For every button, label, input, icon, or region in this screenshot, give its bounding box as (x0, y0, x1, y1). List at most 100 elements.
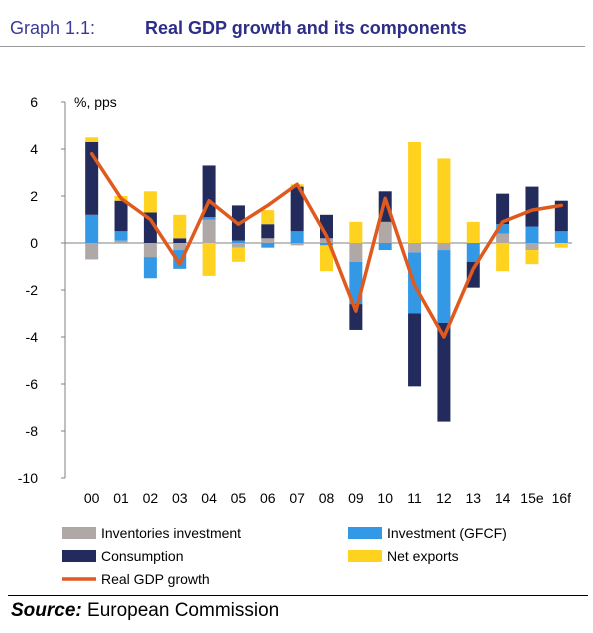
bar-inventories (85, 243, 99, 260)
bar-consumption (525, 186, 539, 227)
bar-inventories (408, 243, 422, 253)
bar-consumption (143, 212, 157, 243)
bar-inventories (496, 233, 510, 243)
y-tick-label: 0 (30, 235, 38, 251)
x-tick-label: 13 (465, 490, 481, 506)
legend-label: Real GDP growth (101, 571, 210, 587)
y-tick-label: 4 (30, 141, 38, 157)
source-divider (8, 595, 588, 596)
bar-investment (496, 224, 510, 234)
bar-inventories (349, 243, 363, 262)
bar-investment (378, 243, 392, 251)
bar-net_exports (173, 214, 187, 239)
bar-consumption (408, 313, 422, 387)
y-tick-label: -6 (26, 376, 39, 392)
bar-net_exports (408, 141, 422, 243)
x-tick-label: 01 (113, 490, 129, 506)
legend-swatch-consumption (62, 550, 96, 562)
bar-consumption (466, 261, 480, 288)
header-divider (0, 46, 585, 47)
x-tick-label: 06 (260, 490, 276, 506)
bar-net_exports (320, 245, 333, 272)
x-tick-label: 05 (231, 490, 247, 506)
bar-inventories (114, 240, 128, 243)
y-tick-label: -10 (18, 470, 38, 486)
bar-investment (143, 257, 157, 279)
label-layer: 6 4 2 0 -2 -4 -6 -8 -10 %, pps 00 01 02 03 04 05 06 07 08 0… (18, 94, 571, 506)
bar-net_exports (143, 191, 157, 213)
y-tick-label: -8 (26, 423, 39, 439)
y-unit-label: %, pps (74, 94, 117, 110)
chart-svg: 6 4 2 0 -2 -4 -6 -8 -10 %, pps 00 01 02 03 04 05 06 07 08 0… (18, 94, 572, 587)
bar-net_exports (202, 243, 216, 276)
y-tick-label: 6 (30, 94, 38, 110)
legend: Inventories investment Investment (GFCF) C… (62, 525, 507, 587)
bar-investment (466, 243, 480, 262)
x-tick-label: 11 (407, 490, 422, 506)
legend-swatch-inventories (62, 527, 96, 539)
bar-inventories (378, 221, 392, 243)
x-tick-label: 02 (143, 490, 159, 506)
bar-inventories (173, 243, 187, 251)
bar-investment (114, 231, 128, 241)
bar-inventories (143, 243, 157, 258)
x-tick-label: 12 (436, 490, 452, 506)
bar-consumption (114, 200, 128, 232)
graph-number-label: Graph 1.1: (10, 18, 96, 38)
bar-investment (202, 217, 216, 220)
bar-net_exports (437, 158, 451, 243)
legend-swatch-net_exports (348, 550, 382, 562)
bar-inventories (261, 238, 275, 243)
bar-net_exports (261, 210, 275, 225)
x-tick-label: 00 (84, 490, 100, 506)
x-tick-label: 09 (348, 490, 364, 506)
y-tick-label: -4 (26, 329, 39, 345)
legend-swatch-investment (348, 527, 382, 539)
x-tick-label: 04 (201, 490, 217, 506)
legend-label: Inventories investment (101, 525, 241, 541)
bar-inventories (437, 243, 451, 251)
bar-investment (231, 240, 245, 243)
chart-title: Real GDP growth and its components (145, 18, 467, 38)
bar-net_exports (525, 250, 539, 265)
bar-consumption (349, 304, 363, 330)
bar-inventories (290, 243, 304, 246)
bar-consumption (173, 238, 187, 243)
bar-inventories (525, 243, 539, 251)
axis-layer (61, 101, 572, 479)
legend-label: Consumption (101, 548, 184, 564)
source-key: Source: (11, 600, 82, 621)
x-tick-label: 08 (319, 490, 335, 506)
bar-layer (85, 137, 568, 422)
bar-inventories (202, 219, 216, 243)
x-tick-label: 10 (377, 490, 393, 506)
source-note: Source: European Commission (11, 600, 279, 622)
bar-investment (85, 214, 99, 243)
x-tick-label: 16f (552, 490, 572, 506)
bar-net_exports (85, 137, 99, 142)
bar-consumption (496, 193, 510, 225)
bar-net_exports (466, 221, 480, 243)
bar-consumption (554, 200, 568, 232)
bar-investment (525, 226, 539, 243)
x-tick-label: 03 (172, 490, 188, 506)
bar-net_exports (231, 247, 245, 262)
bar-consumption (437, 322, 451, 422)
line-layer (89, 151, 564, 339)
source-text: European Commission (81, 600, 280, 621)
y-tick-label: 2 (30, 188, 38, 204)
y-tick-label: -2 (26, 282, 39, 298)
chart-header: Graph 1.1: Real GDP growth and its compo… (8, 14, 588, 44)
bar-investment (320, 243, 333, 246)
bar-investment (437, 250, 451, 323)
bar-net_exports (554, 243, 568, 248)
bar-net_exports (496, 243, 510, 272)
bar-consumption (261, 224, 275, 239)
x-tick-label: 07 (289, 490, 305, 506)
gdp-growth-line (89, 151, 564, 339)
legend-label: Investment (GFCF) (387, 525, 507, 541)
bar-net_exports (349, 221, 363, 243)
bar-investment (554, 231, 568, 243)
bar-investment (261, 243, 275, 248)
bar-inventories (231, 243, 245, 248)
